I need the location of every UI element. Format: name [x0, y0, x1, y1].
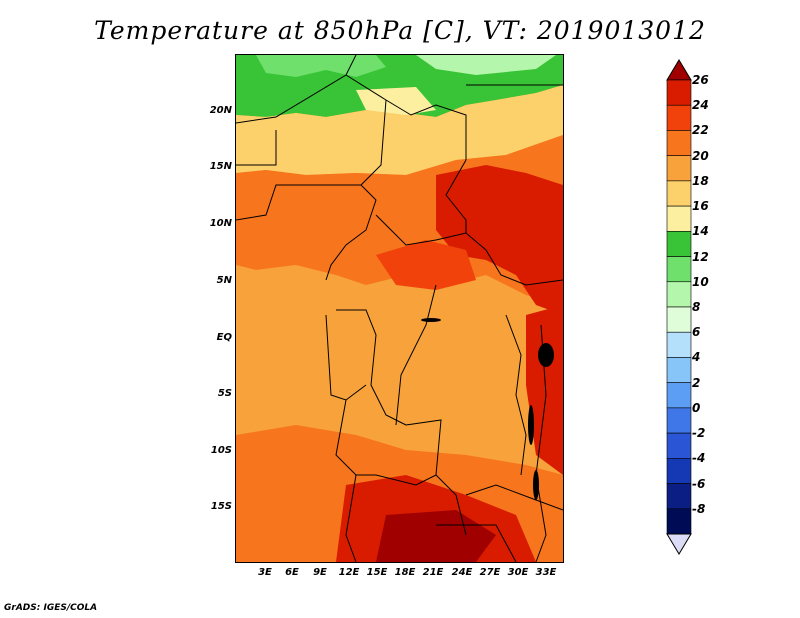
southern-hottest [376, 510, 496, 562]
colorbar [666, 59, 692, 555]
colorbar-tick-label: 18 [692, 173, 709, 188]
colorbar-tick-label: 8 [692, 300, 701, 314]
colorbar-tick-label: 24 [692, 98, 709, 113]
colorbar-tick-label: 10 [692, 274, 709, 289]
colorbar-tick-label: 0 [692, 400, 701, 415]
lat-label-5s: 5S [217, 388, 232, 399]
colorbar-bottom-triangle [666, 533, 692, 555]
colorbar-swatch [666, 130, 692, 156]
colorbar-tick-label: -8 [692, 501, 706, 516]
lat-label-20n: 20N [209, 105, 232, 116]
colorbar-tick-label: -6 [692, 476, 706, 491]
colorbar-top-triangle [666, 59, 692, 81]
lon-label-9e: 9E [313, 567, 327, 578]
colorbar-tick-label: -4 [692, 451, 706, 466]
lon-label-6e: 6E [285, 567, 299, 578]
lat-label-5n: 5N [216, 275, 232, 286]
atlantic-coast [236, 265, 326, 415]
colorbar-swatch [666, 231, 692, 257]
colorbar-swatch [666, 508, 692, 535]
hot-central-region [376, 240, 476, 290]
lon-label-18e: 18E [394, 567, 416, 578]
colorbar-swatch [666, 458, 692, 484]
chart-title: Temperature at 850hPa [C], VT: 201901301… [94, 16, 706, 45]
lat-label-15s: 15S [210, 501, 232, 512]
hot-east-region [436, 165, 563, 315]
colorbar-swatch [666, 180, 692, 207]
hot-lake-region [526, 305, 563, 475]
colorbar-tick-label: 22 [692, 123, 709, 138]
yellow-band [236, 85, 563, 175]
colorbar-swatch [666, 306, 692, 333]
colorbar-swatch [666, 432, 692, 459]
lon-label-27e: 27E [479, 567, 501, 578]
colorbar-tick-label: -2 [692, 426, 706, 441]
lon-label-24e: 24E [451, 567, 473, 578]
colorbar-swatch [666, 483, 692, 510]
congo-basin [376, 290, 516, 445]
temperature-map [235, 54, 564, 563]
colorbar-tick-label: 4 [692, 350, 701, 365]
colorbar-tick-label: 26 [692, 73, 709, 87]
lat-label-15n: 15N [209, 161, 232, 172]
lat-label-10n: 10N [209, 218, 232, 229]
colorbar-swatch [666, 104, 692, 131]
colorbar-tick-label: 20 [692, 148, 709, 163]
lakes [421, 318, 554, 500]
colorbar-tick-label: 14 [692, 224, 709, 239]
colorbar-swatch [666, 382, 692, 409]
colorbar-tick-label: 12 [692, 249, 709, 264]
colorbar-swatch [666, 281, 692, 308]
colorbar-swatch [666, 79, 692, 106]
colorbar-swatch [666, 256, 692, 283]
colorbar-swatch [666, 205, 692, 232]
lon-label-3e: 3E [258, 567, 272, 578]
colorbar-tick-label: 2 [692, 375, 701, 390]
lon-label-21e: 21E [422, 567, 444, 578]
lon-label-30e: 30E [507, 567, 529, 578]
pale-green-patch [416, 55, 556, 75]
credit-label: GrADS: IGES/COLA [4, 603, 98, 613]
lon-label-15e: 15E [366, 567, 388, 578]
lon-label-12e: 12E [338, 567, 360, 578]
lon-label-33e: 33E [535, 567, 557, 578]
lat-label-eq: EQ [216, 332, 232, 343]
lat-label-10s: 10S [210, 445, 232, 456]
colorbar-tick-label: 6 [692, 325, 701, 340]
colorbar-swatch [666, 331, 692, 358]
colorbar-tick-label: 16 [692, 199, 709, 214]
colorbar-swatch [666, 357, 692, 383]
colorbar-swatch [666, 407, 692, 434]
colorbar-swatch [666, 155, 692, 182]
map-canvas [236, 55, 563, 562]
